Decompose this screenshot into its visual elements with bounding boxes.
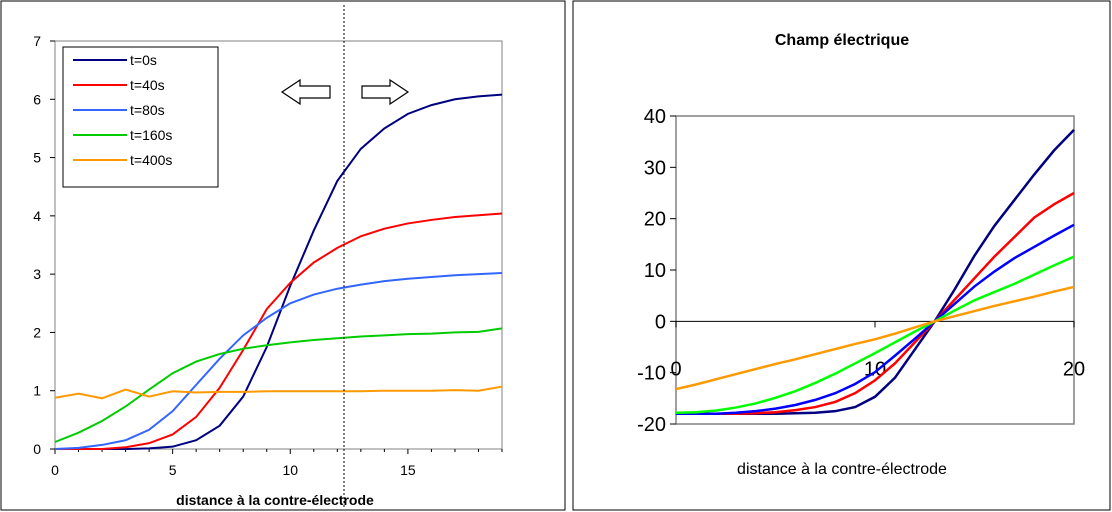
left-y-tick-label: 0 [33,441,41,457]
legend-box [62,46,219,188]
series-line-t=40s [55,212,503,450]
series-line-t=160s [54,327,503,443]
series-line-t=0s [55,93,503,450]
left-y-tick-label: 1 [33,383,41,399]
left-chart: 0 1 2 3 4 5 6 7 0 5 10 15 t=0s t=40s t=80s t=160s t=400… [0,0,566,511]
right-series-line-2 [676,223,1075,415]
legend-label: t=400s [130,152,172,168]
series-line-t=400s [54,385,503,400]
left-x-axis-label: distance à la contre-électrode [176,492,374,508]
right-y-tick-label: 0 [655,311,666,333]
right-y-tick-label: 20 [644,209,666,231]
left-y-tick-label: 2 [33,324,41,340]
left-y-tick-label: 3 [33,266,41,282]
left-y-tick-label: 6 [33,91,41,107]
legend-label: t=40s [130,77,165,93]
right-series-group [675,128,1075,415]
right-arrow [361,78,410,106]
right-series-line-1 [676,191,1075,415]
legend: t=0s t=40s t=80s t=160s t=400s [62,46,219,188]
right-chart-title: Champ électrique [775,32,909,49]
legend-label: t=80s [130,102,165,118]
legend-label: t=0s [130,52,157,68]
left-series-group [54,93,503,450]
right-y-tick-label: -10 [637,363,666,385]
right-series-line-4 [675,285,1075,391]
left-x-tick-label: 0 [51,462,59,478]
left-arrow [280,78,331,106]
legend-label: t=160s [130,127,172,143]
series-line-t=80s [54,271,503,450]
right-x-tick-label: 20 [1063,358,1085,380]
right-x-axis-label: distance à la contre-électrode [737,461,947,478]
right-y-tick-label: -20 [637,414,666,436]
left-x-tick-label: 10 [282,462,298,478]
left-y-tick-label: 4 [33,208,41,224]
right-series-line-3 [675,255,1075,414]
left-y-tick-label: 5 [33,150,41,166]
right-y-tick-label: 30 [644,157,666,179]
left-x-tick-label: 5 [169,462,177,478]
right-y-tick-label: 10 [644,260,666,282]
left-x-tick-label: 15 [400,462,416,478]
right-x-tick-label: 0 [670,358,681,380]
left-y-tick-label: 7 [33,33,41,49]
right-y-tick-label: 40 [644,106,666,128]
left-axis-ticks: 0 1 2 3 4 5 6 7 0 5 10 15 [33,33,503,478]
